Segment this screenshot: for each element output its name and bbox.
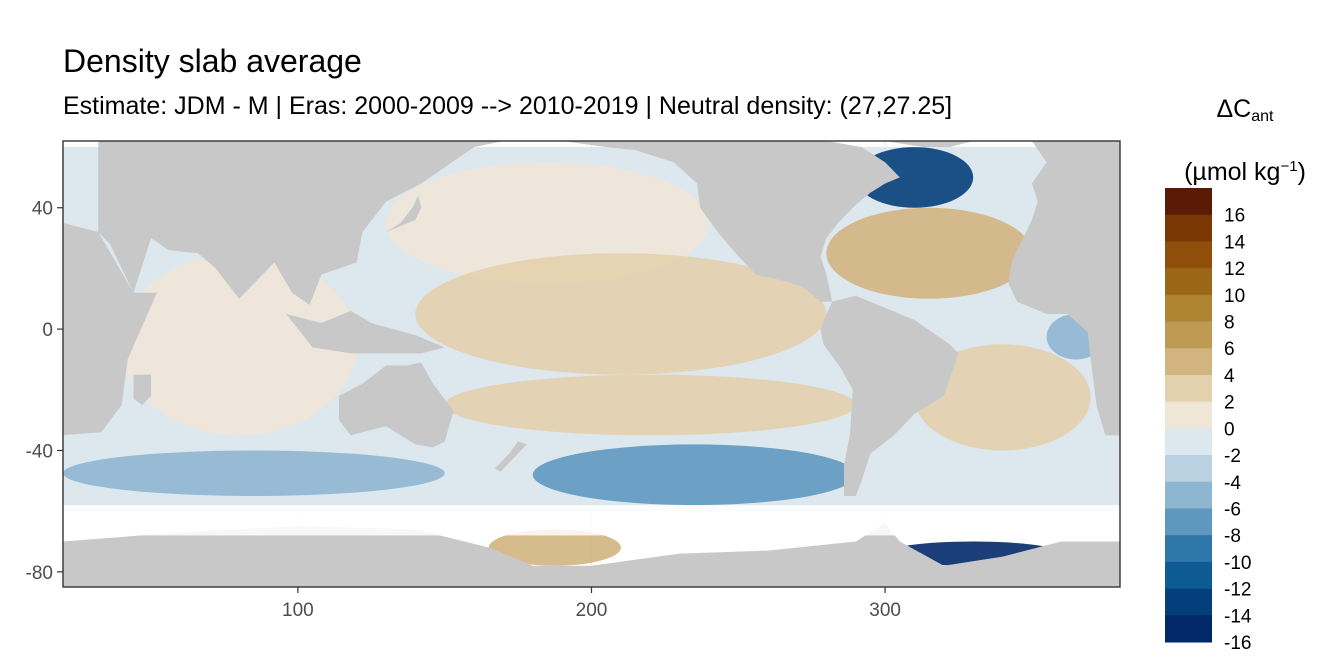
land-antarctica (63, 523, 1120, 587)
legend-label: -8 (1224, 526, 1241, 547)
legend-swatch (1165, 214, 1212, 242)
land-south-america (820, 295, 959, 496)
legend-swatch (1165, 455, 1212, 483)
legend-label: -14 (1224, 606, 1252, 627)
legend-swatch (1165, 268, 1212, 296)
legend-label: -2 (1224, 446, 1241, 467)
region-indian-ocean (121, 253, 357, 436)
x-tick-label: 200 (576, 600, 608, 621)
legend-label: 12 (1224, 259, 1245, 280)
region-southern-ocean-pacific-sector (532, 444, 856, 506)
land-new-zealand (494, 441, 527, 472)
y-tick-label: 0 (42, 320, 53, 341)
legend-swatch (1165, 535, 1212, 563)
region-southern-ocean-indian-sector (63, 450, 445, 496)
legend-swatch (1165, 374, 1212, 403)
legend-swatch (1165, 615, 1212, 643)
y-tick-label: -80 (26, 563, 53, 584)
y-tick-label: 40 (32, 199, 53, 220)
x-tick-label: 300 (869, 600, 901, 621)
land-africa-west (63, 222, 157, 436)
chart-subtitle: Estimate: JDM - M | Eras: 2000-2009 --> … (63, 92, 953, 120)
legend-label: -16 (1224, 633, 1251, 654)
legend-label: -10 (1224, 553, 1251, 574)
land-maritime-continent (286, 310, 445, 354)
legend-label: 8 (1224, 313, 1235, 334)
land-japan (385, 195, 422, 233)
legend-title-line2: (µmol kg−1) (1160, 142, 1330, 197)
legend-swatch (1165, 428, 1212, 456)
legend-swatch (1165, 348, 1212, 376)
chart-title: Density slab average (63, 43, 362, 79)
region-tropical-pacific (415, 253, 827, 375)
region-south-atlantic (914, 344, 1091, 451)
legend-label: -12 (1224, 580, 1251, 601)
legend-unit-sup: −1 (1280, 158, 1298, 175)
land-madagascar (133, 374, 152, 405)
legend-label: 2 (1224, 393, 1235, 414)
legend-label: -4 (1224, 473, 1241, 494)
land-greenland (885, 141, 974, 148)
legend-title-main: ΔC (1216, 95, 1252, 123)
x-tick-label: 100 (282, 600, 314, 621)
legend-label: 14 (1224, 232, 1246, 253)
ocean-field (63, 147, 1120, 566)
legend-label: 4 (1224, 366, 1235, 387)
region-south-pacific-gyre (444, 374, 856, 436)
legend-unit-close: ) (1297, 158, 1306, 186)
legend-label: -6 (1224, 499, 1241, 520)
legend-title-sub: ant (1251, 108, 1274, 125)
missing-data-band (63, 505, 1120, 536)
legend-swatch (1165, 188, 1212, 216)
legend-label: 6 (1224, 339, 1235, 360)
legend-swatch (1165, 401, 1212, 429)
legend-title: ΔCant (µmol kg−1) (1160, 84, 1330, 197)
land-asia (98, 141, 533, 305)
legend: 16 14 12 10 8 6 4 2 0 -2 -4 -6 -8 -10 -12 -14 -16 (1165, 188, 1252, 654)
legend-label: 10 (1224, 286, 1245, 307)
legend-label: 16 (1224, 206, 1245, 227)
region-north-pacific (385, 162, 709, 284)
legend-label: 0 (1224, 419, 1235, 440)
land-north-america (562, 141, 900, 302)
region-ross-sea (488, 529, 621, 566)
region-north-atlantic-subtropics (826, 207, 1032, 299)
legend-unit-open: (µmol kg (1184, 158, 1281, 186)
legend-swatch (1165, 241, 1212, 269)
land-australia (338, 362, 454, 448)
land-mask (63, 141, 1120, 587)
legend-swatch (1165, 321, 1212, 349)
land-europe-africa-east (1008, 141, 1120, 436)
legend-swatch (1165, 508, 1212, 536)
legend-swatch (1165, 481, 1212, 509)
legend-title-line1: ΔCant (1160, 84, 1330, 142)
y-tick-label: -40 (26, 441, 53, 462)
legend-swatch (1165, 588, 1212, 616)
legend-swatch (1165, 294, 1212, 323)
legend-swatch (1165, 561, 1212, 590)
